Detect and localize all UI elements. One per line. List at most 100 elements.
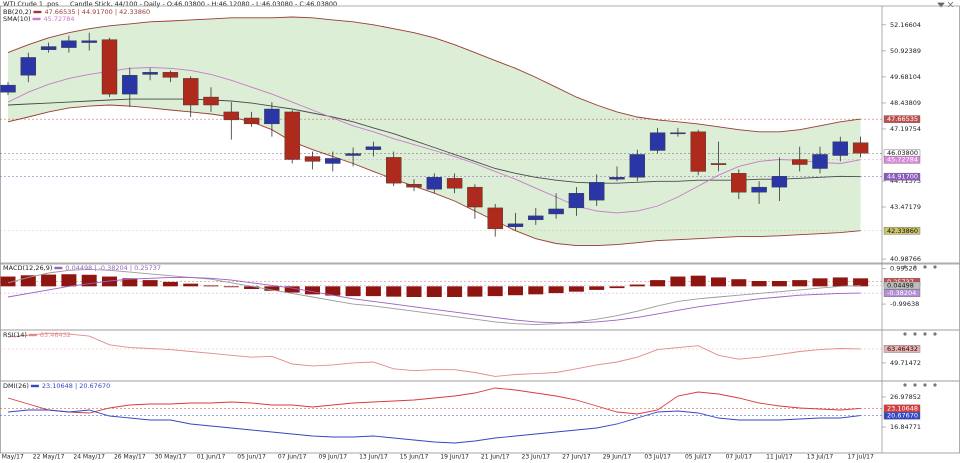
candle-body (101, 39, 118, 95)
candle-body (832, 141, 848, 156)
histogram-bar (609, 286, 625, 289)
candle-body (426, 177, 442, 190)
candle-body (162, 72, 179, 78)
histogram-bar (548, 286, 564, 294)
indicator-line (7, 276, 861, 324)
histogram-bar (325, 286, 341, 296)
histogram-bar (284, 286, 300, 293)
y-tick-label: 26.97852 (890, 393, 921, 401)
panel-control[interactable] (903, 265, 907, 269)
panel-control[interactable] (913, 265, 917, 269)
candle-body (629, 154, 645, 178)
histogram-bar (670, 276, 686, 287)
histogram-bar (365, 286, 381, 297)
y-tick-label: 50.92389 (890, 47, 921, 55)
candle-body (446, 178, 463, 189)
histogram-bar (20, 275, 36, 287)
panel-control[interactable] (923, 332, 927, 336)
marker-box (883, 411, 921, 420)
y-tick-label: 16.84771 (890, 423, 921, 431)
x-tick-label: 05 Jul/17 (685, 454, 712, 461)
candle-body (182, 78, 199, 106)
panel-control[interactable] (903, 383, 907, 387)
panel-control[interactable] (913, 383, 917, 387)
x-tick-label: 19 Jun/17 (440, 454, 469, 461)
legend-swatch (54, 266, 63, 270)
x-tick-label: 22 May/17 (33, 454, 65, 461)
candle-body (223, 111, 240, 121)
candle-body (710, 163, 727, 165)
panel-control[interactable] (903, 332, 907, 336)
candle-body (203, 96, 219, 106)
panel-control[interactable] (923, 383, 927, 387)
histogram-bar (183, 283, 199, 287)
y-tick-label: 47.19754 (890, 125, 921, 133)
legend-swatch (33, 10, 42, 14)
chart-subtitle: Candle Stick, 44/100 - Daily - O:46.0380… (70, 0, 337, 8)
x-tick-label: 26 May/17 (114, 454, 146, 461)
marker-box (883, 281, 921, 290)
histogram-bar (386, 286, 402, 297)
legend-name: SMA(10) (3, 15, 31, 23)
histogram-bar (203, 285, 219, 287)
panel-control[interactable] (933, 332, 937, 336)
menu-icon[interactable] (937, 2, 945, 8)
legend-readout: 63.46432 (40, 331, 71, 339)
marker-label: 0.04498 (887, 282, 914, 290)
marker-label: 44.91700 (887, 173, 918, 181)
y-tick-label: 44.71375 (890, 177, 921, 185)
histogram-bar (487, 286, 503, 297)
histogram-bar (41, 274, 57, 287)
histogram-bar (223, 286, 239, 288)
y-tick-label: 40.98766 (890, 255, 921, 263)
marker-label: 23.10648 (887, 404, 918, 412)
x-tick-label: 18 May/17 (0, 454, 24, 461)
candle-body (751, 186, 767, 193)
candle-body (406, 184, 422, 188)
candle-body (528, 215, 544, 221)
legend-name: DMI(26) (3, 382, 29, 390)
indicator-line (7, 67, 861, 214)
histogram-bar (629, 284, 645, 287)
histogram-bar (751, 281, 767, 287)
y-tick-label: 48.43809 (890, 99, 921, 107)
y-tick-label: 49.71472 (890, 359, 921, 367)
candle-body (142, 72, 158, 75)
panel-control[interactable] (923, 265, 927, 269)
histogram-bar (528, 286, 544, 295)
panel-control[interactable] (933, 383, 937, 387)
candle-body (61, 40, 77, 48)
marker-label: 45.72784 (887, 156, 918, 164)
legend-swatch (32, 17, 41, 21)
legend-name: BB(20,2) (3, 8, 31, 16)
marker-box (883, 115, 921, 123)
candle-body (81, 40, 97, 43)
candle-body (589, 182, 605, 201)
panel-control[interactable] (913, 332, 917, 336)
legend-name: MACD(12,26,9) (3, 264, 52, 272)
histogram-bar (142, 280, 158, 287)
candle-body (670, 132, 686, 135)
marker-box (883, 345, 921, 353)
indicator-line (7, 332, 861, 377)
histogram-bar (832, 277, 848, 287)
indicator-line (7, 98, 861, 184)
candle-body (304, 156, 321, 162)
marker-box (883, 172, 921, 181)
x-tick-label: 05 Jun/17 (237, 454, 266, 461)
y-tick-label: 49.68104 (890, 73, 921, 81)
indicator-line (7, 409, 861, 444)
candle-body (548, 208, 564, 215)
window-controls (937, 1, 954, 8)
legend-readout: 45.72784 (44, 15, 75, 23)
x-tick-label: 07 Jul/17 (726, 454, 753, 461)
candle-body (365, 146, 382, 150)
panel-control[interactable] (933, 265, 937, 269)
histogram-bar (711, 277, 726, 287)
y-tick-label: 52.16604 (890, 21, 921, 29)
candle-body (812, 154, 828, 169)
candle-body (792, 159, 808, 165)
histogram-bar (345, 286, 361, 297)
histogram-bar (122, 278, 138, 287)
